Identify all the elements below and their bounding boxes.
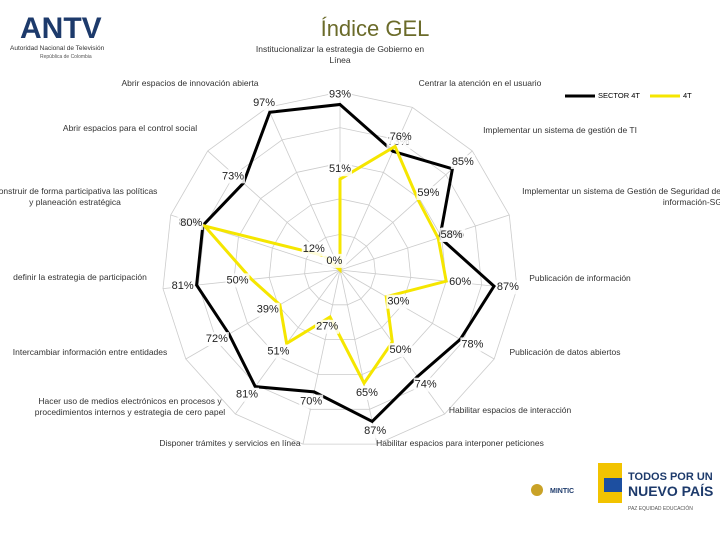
- value-label: 50%: [390, 344, 412, 356]
- value-label: 72%: [206, 333, 228, 345]
- axis-label: Abrir espacios de innovación abierta: [121, 78, 259, 88]
- axis-label: Hacer uso de medios electrónicos en proc…: [34, 396, 226, 417]
- logo: ANTV: [20, 12, 102, 45]
- value-label-bg: [354, 385, 379, 400]
- grid-ring: [233, 162, 447, 375]
- axis-label: Construir de forma participativa las pol…: [0, 186, 158, 207]
- value-label-bg: [266, 344, 291, 359]
- slogan: PAZ EQUIDAD EDUCACIÓN: [628, 505, 693, 512]
- value-label: 85%: [452, 156, 474, 168]
- value-label: 78%: [461, 338, 483, 350]
- axis-spoke: [302, 269, 341, 445]
- chart-title: Índice GEL: [321, 16, 430, 41]
- value-label-bg: [328, 162, 352, 177]
- axis-label: Institucionalizar la estrategia de Gobie…: [255, 44, 425, 65]
- axis-label: Implementar un sistema de gestión de TI: [483, 125, 637, 135]
- value-label: 81%: [236, 389, 258, 401]
- legend-label: 4T: [683, 91, 692, 100]
- value-label-bg: [322, 253, 347, 268]
- value-label: 65%: [356, 387, 378, 399]
- axis-label: Habilitar espacios para interponer petic…: [376, 438, 544, 448]
- axis-label: Implementar un sistema de Gestión de Seg…: [522, 186, 720, 207]
- value-label-bg: [170, 279, 195, 294]
- value-label-bg: [255, 302, 280, 317]
- value-label: 87%: [497, 281, 519, 293]
- value-label-bg: [252, 96, 277, 111]
- value-label-bg: [315, 319, 340, 334]
- value-label: 51%: [329, 163, 351, 175]
- value-label: 27%: [316, 321, 338, 333]
- axis-spoke: [267, 107, 341, 271]
- value-label-bg: [235, 387, 260, 402]
- value-label-bg: [495, 280, 520, 295]
- grid-ring: [197, 127, 483, 410]
- value-label: 39%: [257, 304, 279, 316]
- value-label-bg: [388, 130, 413, 145]
- series-line: [200, 144, 448, 387]
- axis-label: Habilitar espacios de interacción: [448, 405, 572, 415]
- slogan: TODOS POR UN: [628, 471, 713, 483]
- value-label: 74%: [415, 379, 437, 391]
- value-label: 51%: [267, 345, 289, 357]
- axis-spoke: [339, 269, 518, 290]
- value-label-bg: [225, 273, 250, 288]
- axis-label: Publicación de datos abiertos: [509, 347, 621, 357]
- logo-country: República de Colombia: [40, 54, 92, 60]
- value-label-bg: [328, 87, 352, 102]
- value-label-bg: [439, 228, 464, 243]
- axis-label: Intercambiar información entre entidades: [12, 347, 168, 357]
- value-label: 87%: [364, 425, 386, 437]
- axis-spoke: [339, 269, 378, 445]
- axis-label: Disponer trámites y servicios en línea: [159, 438, 301, 448]
- value-label: 60%: [449, 276, 471, 288]
- axis-spoke: [339, 214, 510, 271]
- value-label: 70%: [300, 396, 322, 408]
- value-label: 30%: [387, 296, 409, 308]
- value-label: 73%: [222, 170, 244, 182]
- value-label: 0%: [326, 255, 342, 267]
- value-label-bg: [221, 169, 246, 184]
- value-label: 81%: [172, 280, 194, 292]
- value-label-bg: [450, 155, 475, 170]
- grid-ring: [162, 91, 518, 445]
- series-line: [195, 102, 496, 424]
- value-label: 80%: [180, 217, 202, 229]
- legend-label: SECTOR 4T: [598, 91, 640, 100]
- value-label-bg: [204, 332, 229, 347]
- axis-label: Publicación de información: [529, 273, 631, 283]
- value-label-bg: [299, 394, 324, 409]
- axis-label: Abrir espacios para el control social: [62, 123, 198, 133]
- value-label: 93%: [329, 88, 351, 100]
- value-label-bg: [413, 377, 438, 392]
- logo-subtitle: Autoridad Nacional de Televisión: [10, 45, 105, 52]
- value-label: 97%: [253, 97, 275, 109]
- value-label: 50%: [227, 274, 249, 286]
- flag-blue: [604, 478, 622, 492]
- value-label-bg: [388, 343, 413, 358]
- value-label-bg: [363, 424, 388, 439]
- value-label: 76%: [390, 131, 412, 143]
- value-label-bg: [416, 186, 441, 201]
- value-label-bg: [448, 275, 473, 290]
- value-label-bg: [179, 215, 204, 230]
- ministry: MINTIC: [550, 488, 574, 495]
- axis-label: definir la estrategia de participación: [13, 272, 147, 282]
- value-label-bg: [460, 337, 485, 352]
- value-label-bg: [386, 294, 411, 309]
- slogan: NUEVO PAÍS: [628, 483, 713, 499]
- value-label: 59%: [417, 187, 439, 199]
- axis-label: Centrar la atención en el usuario: [418, 78, 542, 88]
- axis-spoke: [339, 150, 473, 271]
- value-label-bg: [301, 242, 326, 257]
- emblem: [531, 484, 543, 496]
- value-label: 12%: [303, 243, 325, 255]
- value-label: 58%: [440, 229, 462, 241]
